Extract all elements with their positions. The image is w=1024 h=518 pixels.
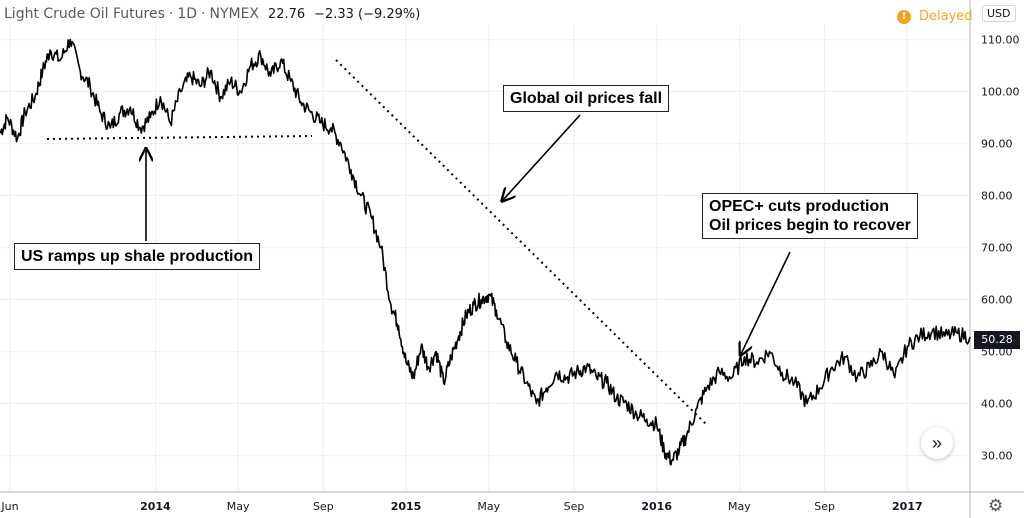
interval-label: 1D: [177, 6, 198, 22]
warning-icon: !: [897, 9, 911, 24]
delayed-label: Delayed: [919, 9, 973, 24]
y-tick-label: 70.00: [981, 242, 1013, 255]
annotation-shale: US ramps up shale production: [14, 243, 261, 270]
downtrend-dotted-line: [335, 59, 707, 425]
shale-support-dotted-line: [46, 135, 313, 140]
last-price-tag: 50.28: [974, 331, 1020, 349]
y-tick-label: 90.00: [981, 138, 1013, 151]
scroll-to-latest-button[interactable]: »: [921, 427, 953, 459]
opec-arrow: [741, 251, 791, 354]
y-tick-label: 80.00: [981, 190, 1013, 203]
price-fall-arrow: [503, 114, 581, 200]
double-chevron-right-icon: »: [931, 432, 942, 453]
x-tick-label: Sep: [564, 500, 585, 513]
x-tick-label: Sep: [313, 500, 334, 513]
price-series-line: [0, 38, 971, 466]
x-tick-label: May: [728, 500, 751, 513]
y-tick-label: 30.00: [981, 450, 1013, 463]
symbol-header[interactable]: Light Crude Oil Futures · 1D · NYMEX 22.76 −…: [4, 6, 421, 22]
x-tick-label: 2014: [140, 500, 171, 513]
annotation-opec: OPEC+ cuts production Oil prices begin t…: [702, 193, 918, 239]
y-tick-label: 60.00: [981, 294, 1013, 307]
annotation-price-fall: Global oil prices fall: [503, 85, 670, 112]
x-tick-label: May: [477, 500, 500, 513]
y-tick-label: 100.00: [981, 86, 1020, 99]
last-price: 22.76: [267, 7, 306, 22]
x-tick-label: 2015: [391, 500, 422, 513]
x-tick-label: May: [227, 500, 250, 513]
x-tick-label: 2016: [641, 500, 672, 513]
x-tick-label: 2017: [892, 500, 923, 513]
exchange-label: NYMEX: [209, 6, 260, 22]
annotation-opec-line2: Oil prices begin to recover: [709, 217, 911, 234]
annotation-opec-line1: OPEC+ cuts production: [709, 198, 890, 215]
gear-icon[interactable]: ⚙: [988, 496, 1004, 515]
delayed-indicator[interactable]: ! Delayed: [897, 9, 973, 24]
y-tick-label: 110.00: [981, 34, 1020, 47]
symbol-name: Light Crude Oil Futures: [4, 6, 165, 22]
x-tick-label: Jun: [0, 500, 18, 513]
price-change: −2.33 (−9.29%): [314, 7, 421, 22]
currency-button[interactable]: USD: [982, 5, 1016, 22]
y-tick-label: 40.00: [981, 398, 1013, 411]
x-tick-label: Sep: [814, 500, 835, 513]
